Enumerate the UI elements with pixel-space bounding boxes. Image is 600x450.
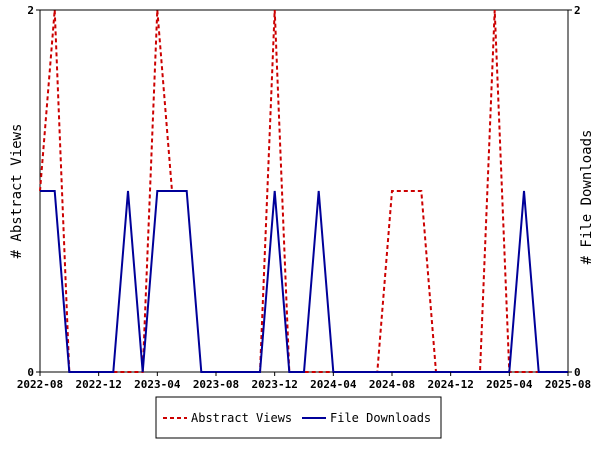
legend-label-file-downloads: File Downloads [330,411,431,425]
y-axis-ticks: 0 2 0 2 [27,4,580,379]
x-tick-label: 2023-12 [251,378,297,391]
y-axis-label-left: # Abstract Views [9,124,25,259]
series-line-file-downloads [40,190,568,373]
x-tick-label: 2022-12 [75,378,121,391]
y-right-tick-label: 2 [574,4,581,17]
legend-box [155,396,442,439]
x-tick-label: 2023-08 [193,378,239,391]
x-tick-label: 2022-08 [17,378,63,391]
series-line-abstract-views [39,9,173,373]
x-tick-label: 2024-12 [427,378,473,391]
x-tick-label: 2024-04 [310,378,357,391]
plot-area [39,9,569,373]
x-tick-label: 2024-08 [369,378,415,391]
x-axis-ticks: 2022-08 2022-12 2023-04 2023-08 2023-12 2024-… [17,372,591,391]
x-tick-label: 2025-08 [545,378,591,391]
x-tick-label: 2025-04 [486,378,533,391]
x-tick-label: 2023-04 [134,378,181,391]
y-axis-label-right: # File Downloads [579,130,595,265]
y-right-tick-label: 0 [574,366,581,379]
y-left-tick-label: 2 [27,4,34,17]
legend-label-abstract-views: Abstract Views [191,411,292,425]
legend: Abstract Views File Downloads [155,396,442,439]
y-left-tick-label: 0 [27,366,34,379]
